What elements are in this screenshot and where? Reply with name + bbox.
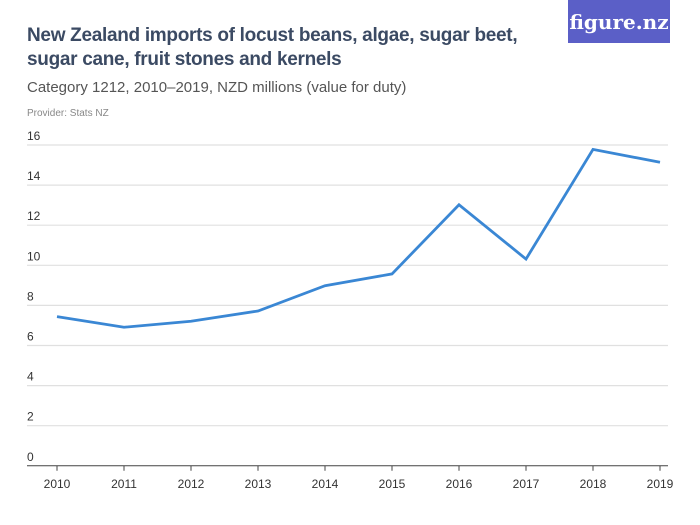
x-tick-label: 2012 [178,477,205,491]
y-tick-label: 4 [27,370,34,384]
x-tick-label: 2019 [647,477,674,491]
y-tick-label: 2 [27,410,34,424]
y-tick-label: 14 [27,169,41,183]
x-tick-label: 2018 [580,477,607,491]
chart-title: New Zealand imports of locust beans, alg… [27,25,518,70]
x-tick-label: 2010 [44,477,71,491]
y-tick-label: 12 [27,209,41,223]
x-tick-label: 2015 [379,477,406,491]
provider-label: Provider: Stats NZ [27,108,109,119]
y-tick-label: 16 [27,129,41,143]
y-tick-label: 0 [27,450,34,464]
x-tick-label: 2014 [312,477,339,491]
x-tick-label: 2013 [245,477,272,491]
data-line [56,147,661,329]
x-tick-label: 2011 [111,477,137,491]
y-tick-label: 6 [27,330,34,344]
y-tick-label: 10 [27,249,41,263]
chart-subtitle: Category 1212, 2010–2019, NZD millions (… [27,79,407,96]
x-tick-label: 2017 [513,477,540,491]
x-tick-label: 2016 [446,477,473,491]
figure-nz-logo[interactable]: figure.nz [568,0,670,43]
y-tick-label: 8 [27,289,34,303]
